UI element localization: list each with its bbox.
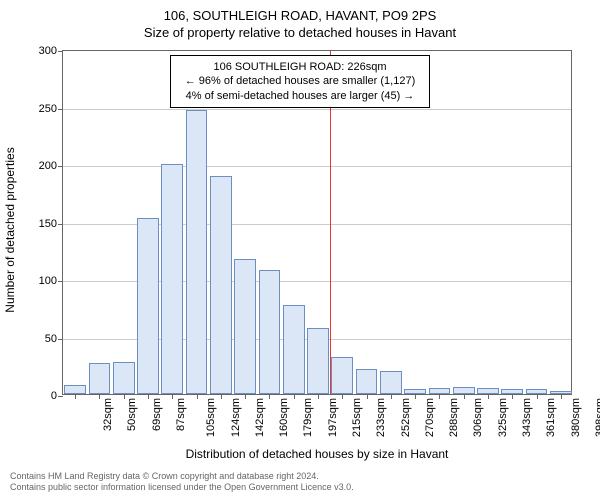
annotation-line: 4% of semi-detached houses are larger (4… bbox=[177, 89, 423, 103]
chart-container: 106, SOUTHLEIGH ROAD, HAVANT, PO9 2PS Si… bbox=[0, 0, 600, 500]
xtick-mark bbox=[124, 394, 125, 399]
xtick-mark bbox=[561, 394, 562, 399]
bar bbox=[137, 218, 159, 394]
bar bbox=[380, 371, 402, 394]
xtick-mark bbox=[148, 394, 149, 399]
xtick-label: 233sqm bbox=[375, 398, 387, 437]
ytick-label: 300 bbox=[27, 45, 57, 57]
xtick-mark bbox=[415, 394, 416, 399]
xtick-mark bbox=[512, 394, 513, 399]
xtick-label: 398sqm bbox=[594, 398, 600, 437]
xtick-mark bbox=[294, 394, 295, 399]
ytick-mark bbox=[58, 166, 63, 167]
xtick-mark bbox=[318, 394, 319, 399]
x-axis-label: Distribution of detached houses by size … bbox=[62, 447, 572, 461]
xtick-label: 105sqm bbox=[205, 398, 217, 437]
xtick-label: 179sqm bbox=[303, 398, 315, 437]
xtick-label: 124sqm bbox=[230, 398, 242, 437]
ytick-mark bbox=[58, 224, 63, 225]
bar bbox=[283, 305, 305, 394]
bar bbox=[210, 176, 232, 395]
ytick-mark bbox=[58, 396, 63, 397]
ytick-label: 150 bbox=[27, 218, 57, 230]
xtick-label: 325sqm bbox=[497, 398, 509, 437]
bar bbox=[331, 357, 353, 394]
xtick-mark bbox=[488, 394, 489, 399]
xtick-mark bbox=[342, 394, 343, 399]
footer-text: Contains HM Land Registry data © Crown c… bbox=[10, 471, 590, 494]
gridline bbox=[63, 166, 571, 167]
ytick-label: 50 bbox=[27, 333, 57, 345]
bar bbox=[356, 369, 378, 394]
xtick-mark bbox=[367, 394, 368, 399]
ytick-mark bbox=[58, 109, 63, 110]
page-subtitle: Size of property relative to detached ho… bbox=[0, 23, 600, 40]
ytick-mark bbox=[58, 51, 63, 52]
bar bbox=[453, 387, 475, 394]
y-axis-label: Number of detached properties bbox=[3, 130, 17, 330]
ytick-label: 200 bbox=[27, 160, 57, 172]
xtick-mark bbox=[245, 394, 246, 399]
xtick-mark bbox=[197, 394, 198, 399]
xtick-label: 69sqm bbox=[151, 398, 163, 431]
xtick-mark bbox=[75, 394, 76, 399]
xtick-label: 306sqm bbox=[473, 398, 485, 437]
bar bbox=[89, 363, 111, 394]
xtick-label: 160sqm bbox=[278, 398, 290, 437]
xtick-label: 87sqm bbox=[175, 398, 187, 431]
page-title: 106, SOUTHLEIGH ROAD, HAVANT, PO9 2PS bbox=[0, 0, 600, 23]
xtick-label: 343sqm bbox=[521, 398, 533, 437]
ytick-mark bbox=[58, 339, 63, 340]
bar bbox=[186, 110, 208, 394]
xtick-label: 288sqm bbox=[448, 398, 460, 437]
xtick-label: 50sqm bbox=[126, 398, 138, 431]
annotation-box: 106 SOUTHLEIGH ROAD: 226sqm ← 96% of det… bbox=[170, 55, 430, 108]
xtick-mark bbox=[464, 394, 465, 399]
xtick-mark bbox=[221, 394, 222, 399]
bar bbox=[307, 328, 329, 394]
xtick-label: 197sqm bbox=[327, 398, 339, 437]
xtick-label: 252sqm bbox=[400, 398, 412, 437]
ytick-label: 100 bbox=[27, 275, 57, 287]
bar bbox=[234, 259, 256, 394]
xtick-label: 142sqm bbox=[254, 398, 266, 437]
xtick-label: 380sqm bbox=[570, 398, 582, 437]
xtick-label: 32sqm bbox=[102, 398, 114, 431]
xtick-mark bbox=[439, 394, 440, 399]
footer-line: Contains HM Land Registry data © Crown c… bbox=[10, 471, 590, 483]
xtick-label: 215sqm bbox=[351, 398, 363, 437]
ytick-label: 0 bbox=[27, 390, 57, 402]
xtick-mark bbox=[99, 394, 100, 399]
bar bbox=[259, 270, 281, 394]
gridline bbox=[63, 109, 571, 110]
xtick-mark bbox=[172, 394, 173, 399]
ytick-label: 250 bbox=[27, 103, 57, 115]
annotation-line: 106 SOUTHLEIGH ROAD: 226sqm bbox=[177, 60, 423, 74]
bar bbox=[161, 164, 183, 394]
xtick-label: 270sqm bbox=[424, 398, 436, 437]
annotation-line: ← 96% of detached houses are smaller (1,… bbox=[177, 74, 423, 88]
xtick-mark bbox=[391, 394, 392, 399]
xtick-mark bbox=[537, 394, 538, 399]
bar bbox=[64, 385, 86, 394]
ytick-mark bbox=[58, 281, 63, 282]
footer-line: Contains public sector information licen… bbox=[10, 482, 590, 494]
xtick-label: 361sqm bbox=[545, 398, 557, 437]
bar bbox=[113, 362, 135, 394]
xtick-mark bbox=[269, 394, 270, 399]
